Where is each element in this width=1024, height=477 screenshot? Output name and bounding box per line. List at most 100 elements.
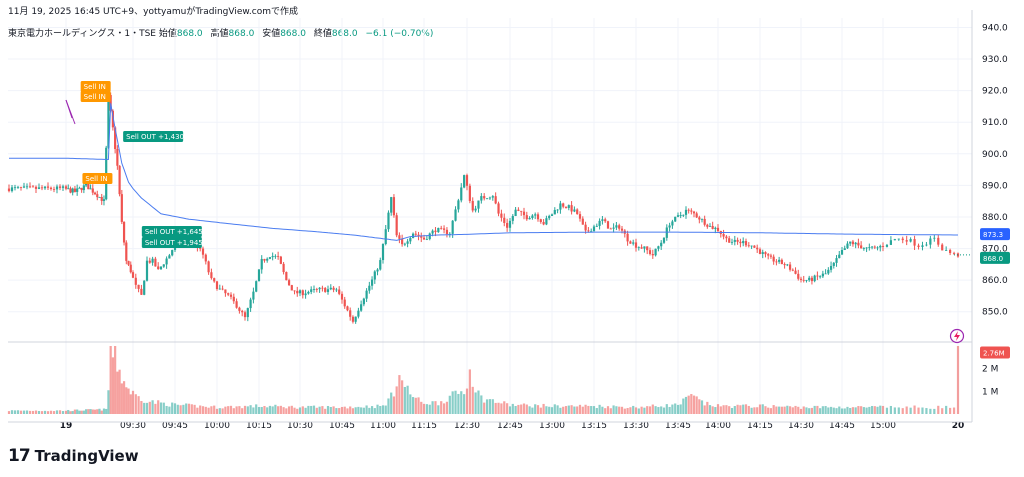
candle-body [716, 227, 720, 231]
volume-bar [76, 409, 79, 414]
volume-bar [114, 346, 117, 414]
candle-body [503, 217, 506, 223]
candle-body [788, 264, 792, 270]
candle-body [548, 215, 551, 219]
candle-body [91, 188, 94, 193]
candle-body [618, 225, 621, 229]
volume-bar [592, 406, 596, 414]
candle-body [857, 242, 860, 246]
volume-bar [534, 404, 537, 414]
volume-bar [301, 406, 304, 414]
volume-bar [750, 407, 753, 414]
sell-out-marker[interactable]: Sell OUT +1,945 [141, 237, 203, 248]
candle-body [111, 110, 114, 128]
volume-bar [889, 405, 892, 414]
candle-body [881, 245, 885, 247]
time-tick-label: 14:00 [705, 421, 731, 431]
legend-symbol[interactable]: 東京電力ホールディングス・1・TSE [8, 29, 156, 39]
volume-bar [122, 381, 126, 414]
candle-body [58, 186, 62, 188]
candle-body [730, 241, 734, 243]
volume-bar [207, 407, 210, 414]
candle-body [576, 209, 579, 215]
volume-bar [340, 406, 344, 414]
marker-box [82, 173, 113, 184]
candle-body [536, 214, 540, 220]
volume-bar [550, 407, 554, 414]
candle-body [868, 247, 871, 248]
candle-body [873, 246, 876, 248]
candle-body [564, 206, 568, 208]
candle-body [708, 225, 712, 227]
sell-out-marker[interactable]: Sell OUT +1,430 [123, 131, 184, 142]
candle-body [241, 310, 244, 313]
candle-body [690, 210, 693, 212]
candle-body [403, 243, 406, 245]
candle-body [16, 186, 20, 188]
candle-body [154, 258, 157, 267]
volume-bar [277, 406, 280, 414]
volume-bar [474, 392, 477, 414]
time-tick-label: 14:45 [829, 421, 855, 431]
sell-in-marker[interactable]: Sell IN [80, 81, 111, 92]
candle-body [263, 258, 266, 261]
volume-bar [719, 406, 722, 414]
candle-body [494, 196, 497, 204]
volume-bar [346, 408, 349, 414]
candle-body [398, 235, 401, 239]
candle-body [879, 245, 882, 248]
sell-out-marker[interactable]: Sell OUT +1,645 [141, 226, 203, 237]
volume-bar [606, 406, 610, 414]
tradingview-wordmark: TradingView [34, 447, 139, 465]
time-tick-label: 11:00 [370, 421, 396, 431]
volume-bar [706, 401, 709, 414]
volume-bar [409, 394, 412, 414]
volume-bar [500, 403, 503, 414]
volume-bar [799, 408, 803, 414]
candle-body [417, 234, 420, 237]
volume-bar [243, 405, 247, 414]
time-tick-label: 12:30 [454, 421, 480, 431]
volume-bar [263, 405, 266, 414]
candle-body [465, 175, 469, 186]
candle-body [376, 269, 379, 272]
sell-in-marker[interactable]: Sell IN [82, 173, 113, 184]
candle-body [840, 250, 844, 255]
volume-bar [420, 401, 423, 414]
volume-bar [578, 404, 582, 414]
candle-body [28, 186, 32, 188]
volume-bar [925, 408, 928, 414]
candle-body [506, 222, 509, 228]
candle-body [312, 289, 316, 290]
candle-body [668, 225, 671, 228]
sell-in-marker[interactable]: Sell IN [80, 91, 111, 102]
volume-bar [956, 346, 960, 414]
volume-bar [491, 399, 494, 414]
candle-body [885, 244, 889, 247]
candle-body [125, 242, 128, 261]
tradingview-logo[interactable]: 17 TradingView [8, 446, 139, 466]
volume-tick-label: 1 M [982, 387, 998, 397]
marker-box [123, 131, 184, 142]
candle-body [422, 237, 426, 240]
candle-body [913, 239, 916, 246]
volume-bar [282, 407, 285, 414]
candle-body [739, 241, 742, 244]
candle-body [445, 229, 449, 235]
volume-bar [107, 390, 110, 414]
volume-bar [562, 406, 565, 414]
volume-bar [357, 406, 360, 414]
volume-bar [917, 407, 920, 414]
volume-bar [952, 407, 956, 414]
candle-body [143, 280, 146, 295]
volume-bar [193, 404, 196, 414]
volume-bar [324, 408, 327, 414]
candle-body [109, 95, 112, 111]
volume-bar [949, 407, 952, 414]
volume-bar [49, 410, 53, 414]
candle-body [838, 254, 841, 259]
volume-bar [406, 385, 409, 414]
candle-body [451, 220, 454, 234]
candle-body [674, 216, 677, 222]
